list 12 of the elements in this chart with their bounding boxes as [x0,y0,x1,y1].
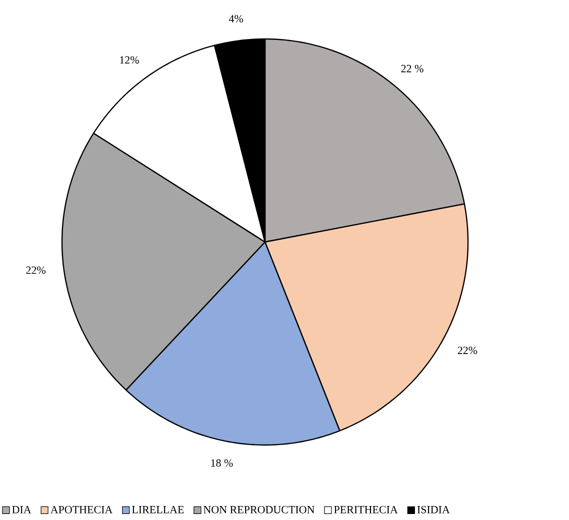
data-label: 18 % [211,459,233,467]
data-label: 22% [26,266,46,274]
data-label: 22% [458,346,478,354]
legend-label: APOTHECIA [50,506,113,514]
legend-label: ISIDIA [417,506,450,514]
data-label: 4% [228,15,244,22]
data-label: 12% [120,56,139,64]
legend-label: NON REPRODUCTION [204,506,314,514]
data-label: 22 % [401,64,424,72]
legend-label: DIA [12,506,32,514]
legend-label: LIRELLAE [132,506,184,514]
legend-label: PERITHECIA [334,506,398,514]
